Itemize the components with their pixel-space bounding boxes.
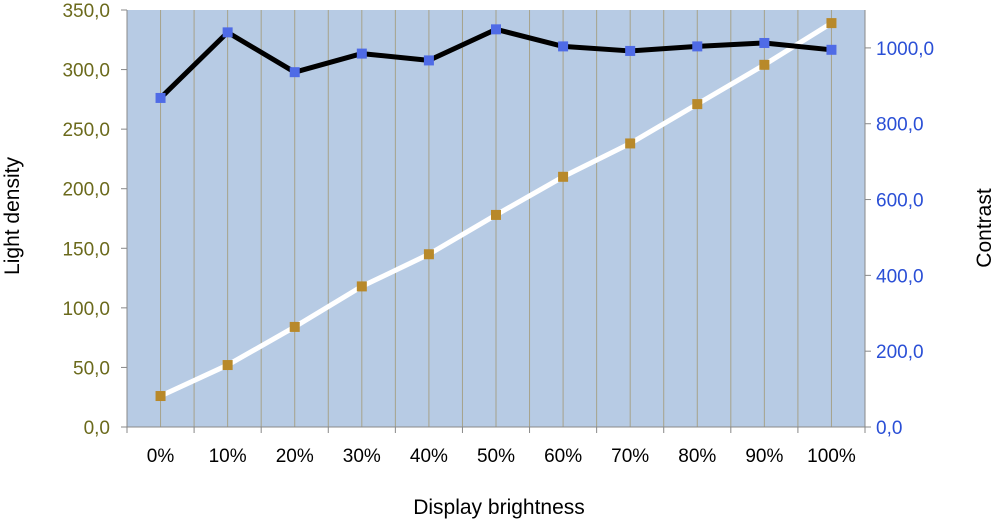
series-1-point [625,138,636,149]
series-2-point [625,45,636,56]
series-2-point [356,48,367,59]
left-tick-label: 250,0 [62,120,110,141]
series-2-point [558,41,569,52]
x-tick-label: 100% [807,446,856,467]
right-tick-label: 800,0 [876,115,924,136]
series-2-point [289,67,300,78]
series-1-point [155,391,166,402]
left-tick-label: 350,0 [62,1,110,22]
right-tick-label: 200,0 [876,342,924,363]
x-tick-label: 60% [544,446,582,467]
right-tick-label: 0,0 [876,418,902,439]
right-axis-ticks: 0,0 200,0 400,0 600,0 800,0 1000,0 [865,39,934,439]
series-2-point [423,55,434,66]
series-1-point [222,360,233,371]
x-tick-label: 40% [410,446,448,467]
series-2-point [491,24,501,35]
x-axis-ticks: 0% 10% 20% 30% 40% 50% 60% 70% 80% 90% 100% [126,427,866,467]
series-1-point [558,171,569,182]
x-tick-label: 50% [477,446,515,467]
left-tick-label: 300,0 [62,61,110,82]
left-tick-label: 100,0 [62,299,110,320]
x-tick-label: 20% [276,446,314,467]
x-tick-label: 90% [745,446,783,467]
right-tick-label: 400,0 [876,266,924,287]
x-axis-title: Display brightness [413,496,585,519]
right-axis-title: Contrast [973,188,996,268]
series-markers [155,18,837,402]
series-1-point [423,249,434,260]
series-1-point [491,209,501,220]
left-tick-label: 200,0 [62,180,110,201]
x-tick-label: 80% [678,446,716,467]
x-tick-label: 30% [343,446,381,467]
left-tick-label: 50,0 [73,358,110,379]
series-2-point [826,44,837,55]
series-1-point [826,18,837,29]
x-tick-label: 70% [611,446,649,467]
left-axis-ticks: 0,0 50,0 100,0 150,0 200,0 250,0 300,0 350,0 [62,1,127,439]
x-tick-label: 10% [209,446,247,467]
x-tick-label: 0% [147,446,175,467]
series-1-point [759,59,770,70]
series-2-point [759,37,770,48]
left-tick-label: 150,0 [62,239,110,260]
right-tick-label: 600,0 [876,191,924,212]
series-1-point [692,99,703,110]
series-2-point [222,27,233,38]
series-1-point [289,321,300,332]
left-axis-title: Light density [1,157,24,275]
right-tick-label: 1000,0 [876,39,934,60]
series-1-point [356,281,367,292]
series-2-point [692,41,703,52]
series-2-point [155,92,166,103]
left-tick-label: 0,0 [84,418,110,439]
